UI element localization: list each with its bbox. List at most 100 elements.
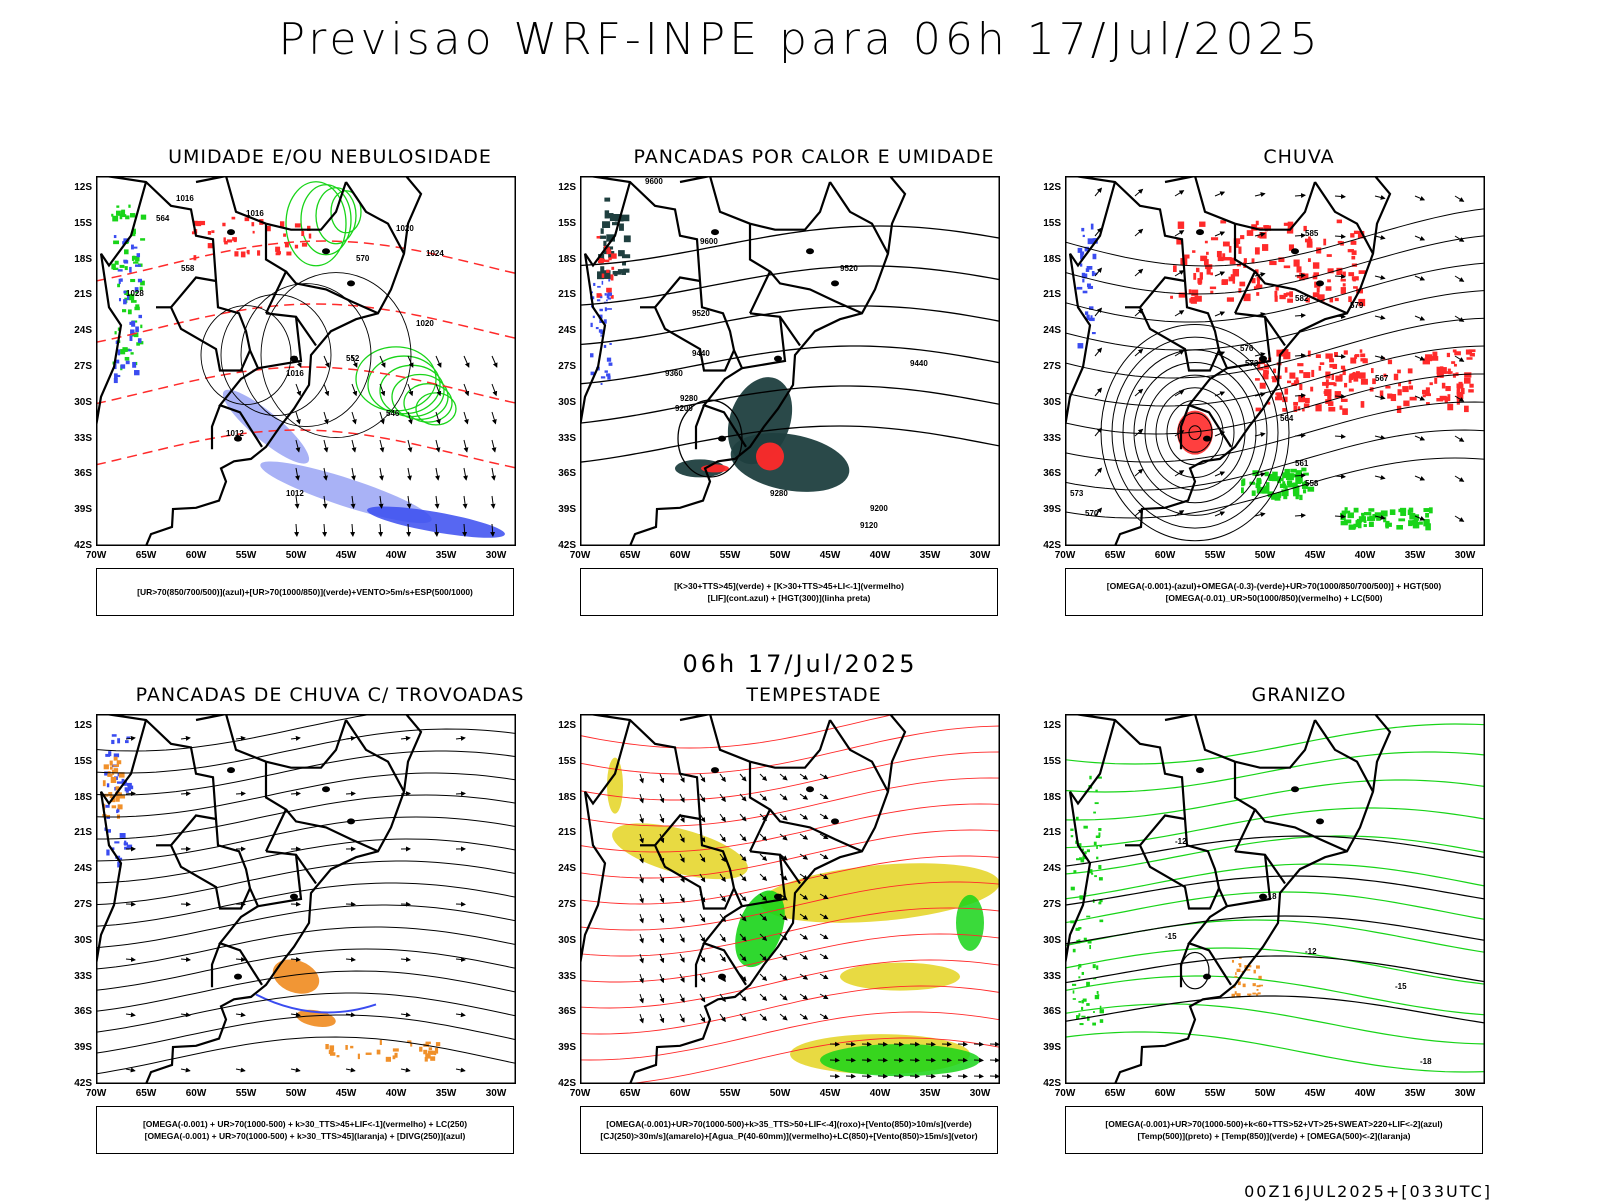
lat-tick-label: 21S: [56, 289, 92, 300]
map-canvas: 585582579576573570567564561558573570: [1065, 176, 1485, 546]
precip-cell: [1408, 520, 1412, 526]
wind-vector: [780, 1014, 787, 1020]
precip-cell: [1084, 938, 1087, 940]
precip-cell: [1088, 941, 1092, 943]
precip-cell: [1445, 397, 1448, 403]
lat-tick-label: 12S: [56, 720, 92, 731]
precip-cell: [1299, 384, 1302, 390]
country-border: [1235, 720, 1315, 768]
precip-cell: [1364, 512, 1371, 515]
precip-cell: [1238, 246, 1241, 253]
precip-cell: [112, 805, 117, 808]
country-border: [770, 272, 862, 314]
precip-cell: [132, 362, 136, 368]
precip-cell: [1254, 970, 1256, 974]
country-border: [750, 313, 800, 345]
precip-cell: [1303, 372, 1310, 378]
wind-vector: [1455, 436, 1464, 441]
lon-tick-label: 40W: [1355, 1088, 1376, 1099]
wind-vector: [740, 774, 746, 781]
map-canvas: [96, 714, 516, 1084]
precip-cell: [1335, 391, 1341, 398]
precip-cell: [1079, 895, 1083, 899]
wind-vector: [820, 854, 828, 859]
lake: [227, 767, 235, 773]
lat-tick-label: 30S: [1025, 935, 1061, 946]
precip-cell: [1402, 386, 1408, 392]
precip-cell: [1087, 849, 1090, 852]
precip-cell: [1275, 493, 1281, 500]
lon-tick-label: 30W: [970, 1088, 991, 1099]
precip-cell: [1285, 367, 1288, 373]
precip-cell: [1210, 272, 1213, 275]
contour-label: 9600: [645, 177, 663, 186]
wind-vector: [1135, 349, 1143, 356]
wind-vector: [780, 994, 787, 1000]
wind-vector: [680, 974, 684, 982]
precip-cell: [1247, 969, 1251, 971]
precip-cell: [1078, 967, 1080, 969]
precip-cell: [1296, 471, 1302, 478]
contour-label: 564: [1280, 414, 1294, 423]
wind-vector: [640, 774, 643, 783]
precip-cell: [1259, 985, 1263, 987]
contour-line: [96, 883, 516, 926]
precip-cell: [599, 309, 602, 311]
wind-vector: [464, 384, 468, 395]
country-border: [101, 720, 146, 804]
precip-cell: [436, 1042, 440, 1046]
precip-cell: [600, 296, 602, 298]
precip-cell: [1354, 231, 1359, 234]
lake: [1203, 436, 1211, 442]
contour-line: [1065, 752, 1485, 792]
lon-tick-label: 35W: [1405, 550, 1426, 561]
wind-vector: [291, 793, 300, 794]
precip-cell: [1423, 508, 1429, 512]
precip-cell: [295, 223, 301, 227]
precip-cell: [1313, 262, 1319, 268]
wind-vector: [1215, 472, 1224, 476]
wind-vector: [181, 793, 190, 794]
contour-line: [96, 367, 516, 404]
panel-legend: [UR>70(850/700/500)](azul)+[UR>70(1000/8…: [96, 568, 514, 616]
contour-label: 1024: [426, 249, 444, 258]
wind-vector: [1175, 191, 1184, 196]
precip-cell: [1301, 468, 1306, 472]
precip-cell: [1293, 402, 1298, 406]
precip-cell: [1083, 235, 1085, 237]
wind-vector: [820, 934, 828, 939]
coastline: [1115, 714, 1390, 1084]
wind-vector: [800, 794, 807, 799]
precip-cell: [600, 236, 606, 239]
precip-cell: [1241, 480, 1244, 486]
precip-cell: [602, 273, 605, 277]
precip-cell: [1218, 257, 1224, 261]
precip-cell: [1092, 332, 1096, 334]
wind-vector: [324, 412, 328, 424]
precip-cell: [1287, 481, 1292, 486]
contour-label: 570: [1085, 509, 1099, 518]
wind-vector: [720, 934, 725, 941]
precip-cell: [1083, 999, 1087, 1002]
contour-label: -15: [1395, 982, 1407, 991]
precip-cell: [110, 766, 113, 769]
lake: [1203, 974, 1211, 980]
lon-tick-label: 40W: [1355, 550, 1376, 561]
country-border: [101, 182, 146, 266]
wind-vector: [1335, 196, 1345, 197]
precip-cell: [1078, 1013, 1080, 1016]
legend-line: [OMEGA(-0.001) + UR>70(1000-500) + k>30_…: [97, 1118, 513, 1130]
precip-cell: [1361, 513, 1364, 516]
precip-cell: [380, 1040, 382, 1045]
map-layers: [96, 714, 516, 1084]
map-layers: 9600952094409360928092009120960095209440…: [580, 176, 1000, 546]
wind-vector: [492, 412, 496, 424]
precip-cell: [1299, 370, 1303, 373]
precip-cell: [132, 256, 134, 261]
lat-tick-label: 36S: [56, 468, 92, 479]
wind-vector: [760, 794, 766, 800]
precip-cell: [1184, 255, 1189, 259]
wind-vector: [1335, 476, 1345, 477]
wind-vector: [760, 834, 766, 840]
wind-vector: [800, 934, 807, 939]
